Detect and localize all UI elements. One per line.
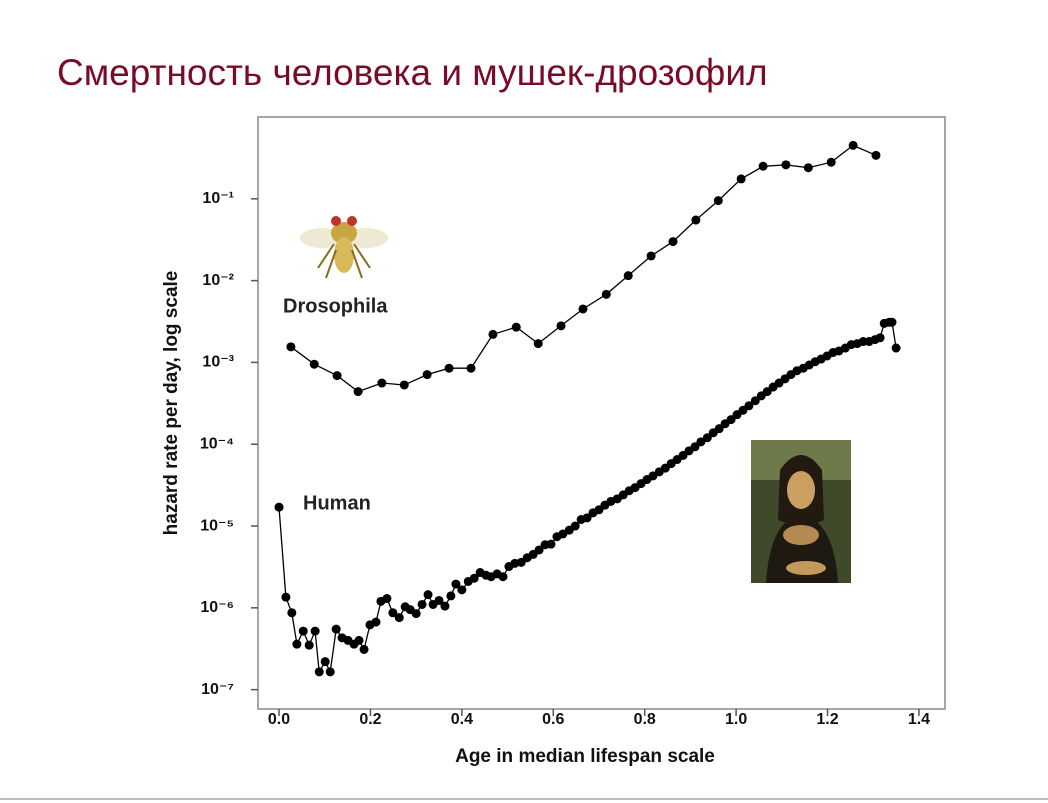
x-tick-label: 0.2 — [359, 711, 381, 728]
data-point — [314, 667, 324, 677]
data-point — [750, 396, 760, 406]
data-point — [444, 363, 454, 373]
data-point — [887, 317, 897, 327]
data-point — [702, 433, 712, 443]
data-point — [690, 442, 700, 452]
data-point — [726, 415, 736, 425]
data-point — [423, 590, 433, 600]
y-axis-label: hazard rate per day, log scale — [161, 271, 182, 536]
data-point — [646, 251, 656, 261]
data-point — [511, 322, 521, 332]
data-point — [382, 594, 392, 604]
data-point — [871, 150, 881, 160]
series-line — [290, 144, 877, 393]
data-point — [332, 371, 342, 381]
data-point — [578, 304, 588, 314]
data-point — [399, 380, 409, 390]
data-point — [582, 513, 592, 523]
y-tick-label: 10⁻³ — [202, 354, 234, 371]
data-point — [274, 502, 284, 512]
fly-image — [300, 216, 388, 279]
data-point — [292, 639, 302, 649]
x-tick-label: 0.0 — [268, 711, 290, 728]
y-tick-label: 10⁻² — [202, 272, 234, 289]
data-point — [891, 343, 901, 353]
data-point — [713, 196, 723, 206]
data-point — [434, 595, 444, 605]
data-point — [286, 342, 296, 352]
data-point — [371, 617, 381, 627]
data-point — [281, 592, 291, 602]
plot-frame — [257, 116, 946, 710]
data-point — [488, 329, 498, 339]
data-point — [875, 333, 885, 343]
data-point — [623, 271, 633, 281]
data-point — [648, 471, 658, 481]
data-point — [556, 321, 566, 331]
x-axis-label: Age in median lifespan scale — [455, 746, 715, 767]
data-point — [457, 585, 467, 595]
y-tick-label: 10⁻¹ — [202, 190, 234, 207]
data-point — [744, 401, 754, 411]
x-tick-label: 1.4 — [908, 711, 930, 728]
data-point — [736, 174, 746, 184]
data-point — [353, 387, 363, 397]
mona-lisa-image — [751, 440, 851, 583]
data-point — [304, 640, 314, 650]
data-point — [758, 161, 768, 171]
data-point — [498, 572, 508, 582]
data-point — [533, 339, 543, 349]
data-point — [826, 157, 836, 167]
y-tick-label: 10⁻⁵ — [200, 517, 234, 534]
data-point — [668, 237, 678, 247]
x-tick-label: 1.2 — [816, 711, 838, 728]
data-point — [546, 539, 556, 549]
data-point — [570, 521, 580, 531]
data-point — [691, 215, 701, 225]
data-point — [331, 624, 341, 634]
data-point — [422, 370, 432, 380]
x-tick-label: 1.0 — [725, 711, 747, 728]
data-point — [601, 289, 611, 299]
data-point — [298, 626, 308, 636]
data-point — [320, 657, 330, 667]
data-point — [359, 644, 369, 654]
data-point — [781, 160, 791, 170]
data-point — [696, 437, 706, 447]
annotation: Drosophila — [283, 295, 388, 317]
data-point — [451, 579, 461, 589]
data-point — [394, 613, 404, 623]
data-point — [803, 163, 813, 173]
data-point — [354, 635, 364, 645]
data-point — [388, 608, 398, 618]
data-point — [309, 359, 319, 369]
x-tick-label: 0.8 — [634, 711, 656, 728]
data-point — [417, 599, 427, 609]
data-point — [469, 573, 479, 583]
data-point — [287, 608, 297, 618]
data-point — [466, 363, 476, 373]
y-tick-label: 10⁻⁷ — [201, 681, 234, 698]
slide-title: Смертность человека и мушек-дрозофил — [57, 52, 768, 93]
data-point — [310, 626, 320, 636]
annotation: Human — [303, 492, 371, 514]
data-point — [714, 424, 724, 434]
y-tick-label: 10⁻⁶ — [200, 599, 234, 616]
data-point — [440, 601, 450, 611]
y-tick-label: 10⁻⁴ — [200, 435, 234, 452]
data-point — [411, 609, 421, 619]
data-point — [446, 591, 456, 601]
x-tick-label: 0.4 — [451, 711, 473, 728]
x-tick-label: 0.6 — [542, 711, 564, 728]
data-point — [325, 667, 335, 677]
data-point — [848, 140, 858, 150]
data-point — [377, 378, 387, 388]
data-point — [534, 545, 544, 555]
